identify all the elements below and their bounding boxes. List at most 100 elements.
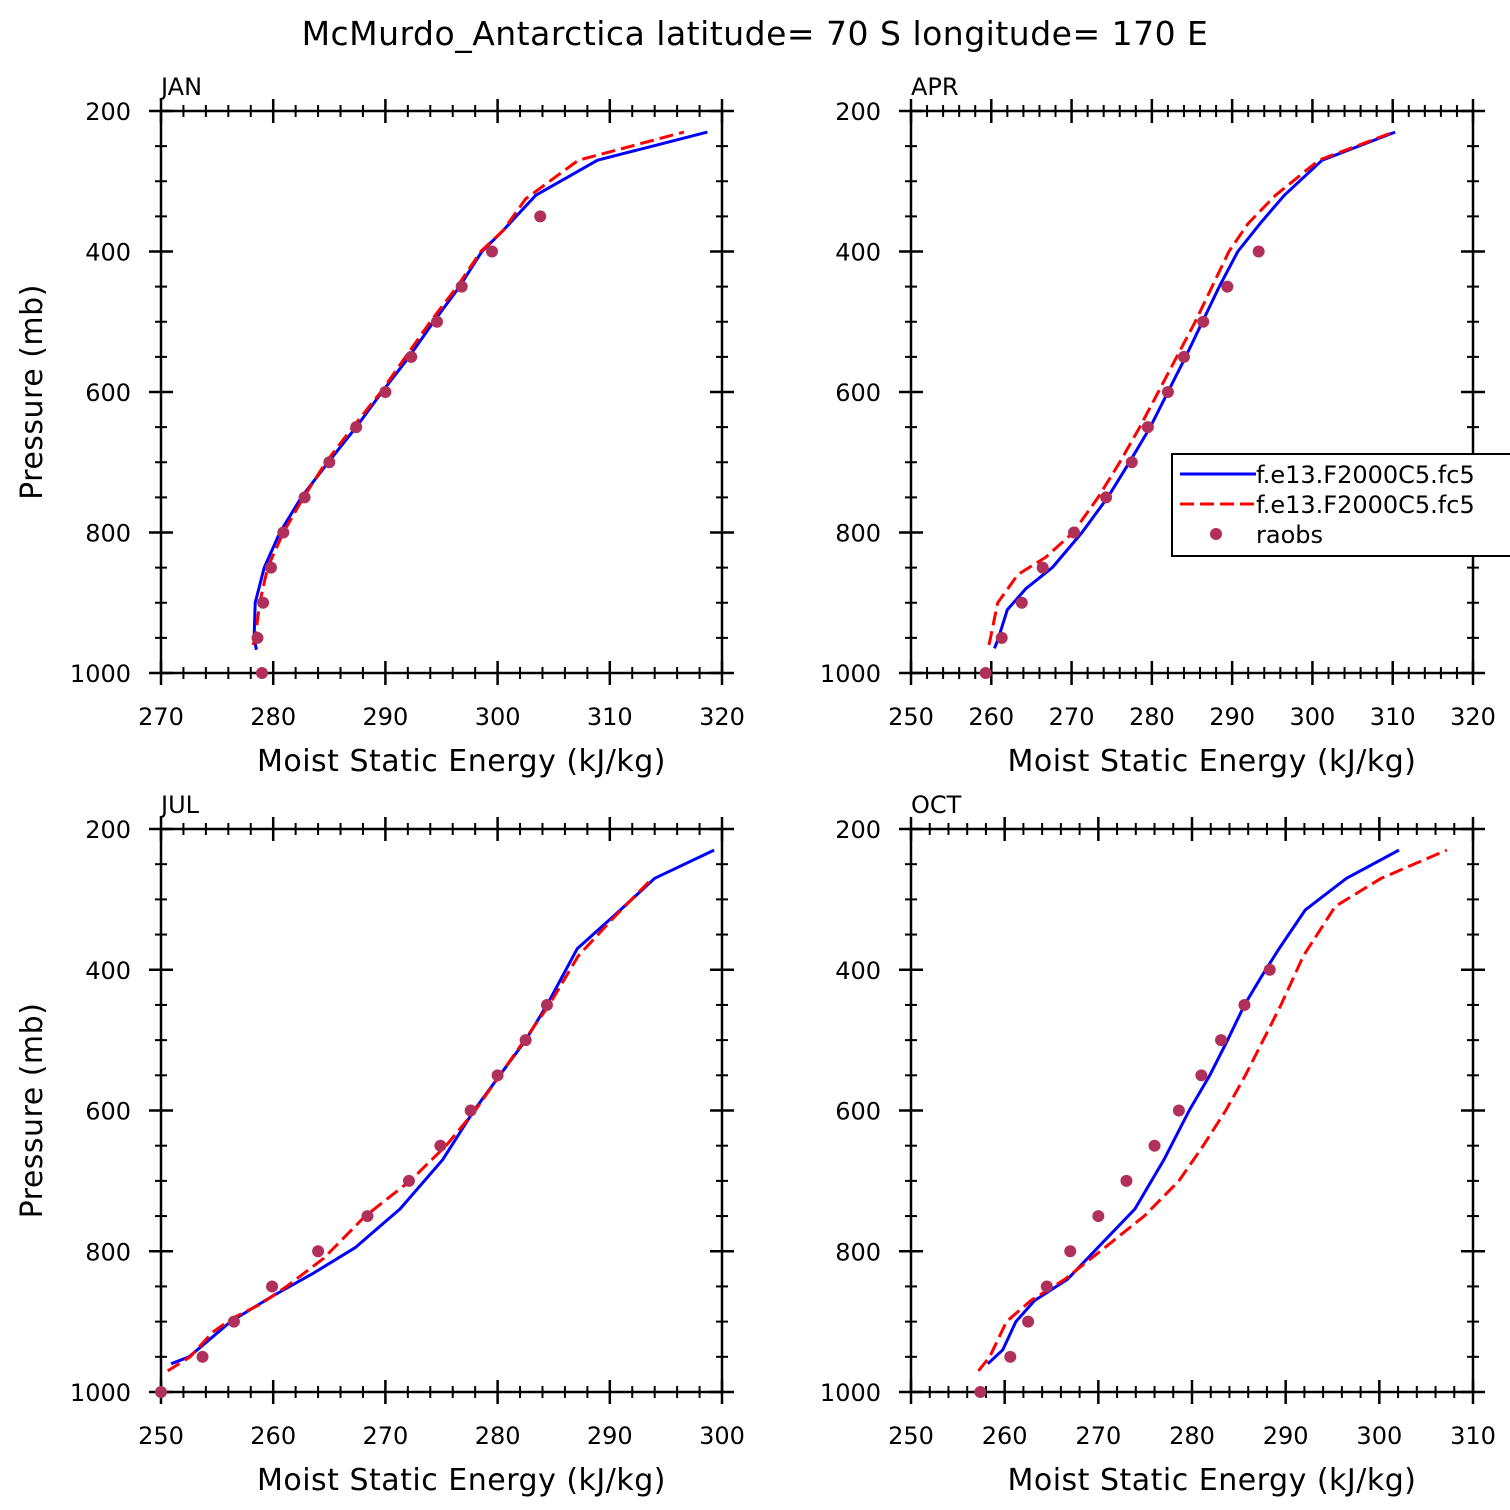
plot-frame bbox=[909, 109, 1475, 675]
y-tick-label: 400 bbox=[835, 239, 881, 267]
plot-frame bbox=[159, 109, 724, 675]
y-tick-label: 600 bbox=[85, 1098, 131, 1126]
y-tick-label: 600 bbox=[835, 379, 881, 407]
raobs-point bbox=[1120, 1174, 1133, 1187]
raobs-point bbox=[1036, 561, 1049, 574]
raobs-point bbox=[257, 596, 270, 609]
x-tick-label: 280 bbox=[1169, 1422, 1215, 1450]
x-tick-label: 280 bbox=[250, 703, 296, 731]
raobs-point bbox=[1022, 1315, 1035, 1328]
raobs-point bbox=[1064, 1245, 1077, 1258]
x-axis-label: Moist Static Energy (kJ/kg) bbox=[1007, 1463, 1416, 1498]
plot-frame bbox=[159, 827, 724, 1394]
raobs-point bbox=[350, 421, 363, 434]
x-tick-label: 300 bbox=[1356, 1422, 1402, 1450]
legend-marker bbox=[1210, 528, 1222, 540]
series-group bbox=[987, 130, 1396, 649]
legend-label: raobs bbox=[1256, 521, 1323, 549]
raobs-point bbox=[1195, 1069, 1208, 1082]
x-tick-label: 290 bbox=[587, 1422, 633, 1450]
y-tick-label: 600 bbox=[835, 1098, 881, 1126]
raobs-point bbox=[1238, 998, 1251, 1011]
x-tick-label: 250 bbox=[888, 1422, 934, 1450]
raobs-point bbox=[1197, 315, 1210, 328]
raobs-point bbox=[255, 667, 268, 679]
raobs-point bbox=[464, 1104, 477, 1117]
panel-label: JUL bbox=[159, 791, 200, 819]
x-tick-label: 300 bbox=[699, 1422, 745, 1450]
dashed-series-line bbox=[977, 848, 1448, 1372]
raobs-point bbox=[361, 1210, 374, 1223]
series-group bbox=[251, 130, 708, 651]
raobs-point bbox=[1148, 1139, 1161, 1152]
x-axis-label: Moist Static Energy (kJ/kg) bbox=[257, 744, 666, 779]
x-tick-label: 290 bbox=[1263, 1422, 1309, 1450]
panel-label: OCT bbox=[911, 791, 962, 819]
legend-label: f.e13.F2000C5.fc5 bbox=[1256, 461, 1475, 489]
raobs-point bbox=[323, 456, 336, 469]
series-group bbox=[977, 848, 1448, 1372]
y-tick-label: 200 bbox=[835, 816, 881, 844]
panel-label: APR bbox=[911, 73, 959, 101]
raobs-point bbox=[277, 526, 290, 539]
x-tick-label: 280 bbox=[475, 1422, 521, 1450]
x-tick-label: 300 bbox=[1290, 703, 1336, 731]
y-tick-label: 800 bbox=[85, 520, 131, 548]
y-tick-label: 200 bbox=[835, 98, 881, 126]
panels: JAN 270 280 290 300 310 320 200 400 600 800 1000 Moi… bbox=[15, 73, 1496, 1498]
raobs-point bbox=[1015, 596, 1028, 609]
x-tick-label: 260 bbox=[982, 1422, 1028, 1450]
y-tick-label: 200 bbox=[85, 816, 131, 844]
solid-series-line bbox=[993, 130, 1396, 649]
y-tick-label: 400 bbox=[835, 957, 881, 985]
raobs-point bbox=[1004, 1350, 1017, 1363]
panel-oct: OCT 250 260 270 280 290 300 310 200 400 600 800 1000… bbox=[820, 791, 1496, 1498]
y-tick-label: 200 bbox=[85, 98, 131, 126]
raobs-point bbox=[266, 1280, 279, 1293]
x-tick-label: 280 bbox=[1129, 703, 1175, 731]
raobs-point bbox=[485, 245, 498, 258]
x-tick-label: 270 bbox=[1075, 1422, 1121, 1450]
raobs-point bbox=[196, 1350, 209, 1363]
solid-series-line bbox=[986, 848, 1400, 1365]
raobs-point bbox=[312, 1245, 325, 1258]
raobs-point bbox=[431, 315, 444, 328]
y-tick-label: 1000 bbox=[820, 660, 881, 688]
raobs-point bbox=[979, 667, 992, 679]
raobs-point bbox=[264, 561, 277, 574]
dashed-series-line bbox=[251, 130, 685, 646]
panel-label: JAN bbox=[159, 73, 202, 101]
raobs-point bbox=[1067, 526, 1080, 539]
dashed-series-line bbox=[166, 877, 654, 1373]
y-tick-label: 1000 bbox=[70, 660, 131, 688]
raobs-point bbox=[1161, 386, 1174, 398]
x-tick-label: 250 bbox=[888, 703, 934, 731]
raobs-point bbox=[491, 1069, 504, 1082]
raobs-point bbox=[974, 1386, 987, 1398]
raobs-point bbox=[534, 210, 547, 223]
x-axis-label: Moist Static Energy (kJ/kg) bbox=[1007, 744, 1416, 779]
raobs-point bbox=[1221, 280, 1234, 293]
raobs-point bbox=[1215, 1034, 1228, 1047]
dashed-series-line bbox=[987, 130, 1395, 646]
y-tick-label: 400 bbox=[85, 239, 131, 267]
y-tick-label: 800 bbox=[835, 1238, 881, 1266]
y-tick-label: 1000 bbox=[70, 1379, 131, 1407]
x-tick-label: 320 bbox=[1450, 703, 1496, 731]
plot-frame bbox=[909, 827, 1475, 1394]
x-tick-label: 300 bbox=[475, 703, 521, 731]
panel-jul: JUL 250 260 270 280 290 300 200 400 600 800 1000 Moi… bbox=[15, 791, 745, 1498]
raobs-point bbox=[1092, 1210, 1105, 1223]
solid-series-line bbox=[170, 848, 715, 1366]
x-axis-label: Moist Static Energy (kJ/kg) bbox=[257, 1463, 666, 1498]
x-tick-label: 270 bbox=[362, 1422, 408, 1450]
x-tick-label: 290 bbox=[362, 703, 408, 731]
raobs-point bbox=[402, 1174, 415, 1187]
raobs-point bbox=[1177, 350, 1190, 363]
raobs-point bbox=[1141, 421, 1154, 434]
y-tick-label: 600 bbox=[85, 379, 131, 407]
raobs-point bbox=[1100, 491, 1113, 504]
figure-title: McMurdo_Antarctica latitude= 70 S longit… bbox=[302, 14, 1209, 53]
